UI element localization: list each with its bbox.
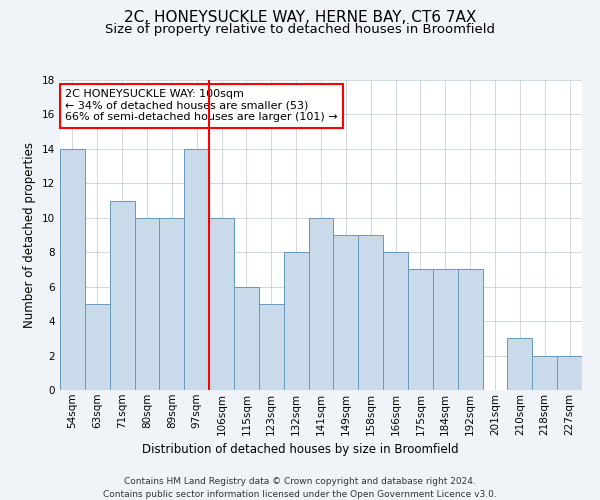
Bar [110, 200, 134, 390]
Bar [234, 286, 259, 390]
Text: Distribution of detached houses by size in Broomfield: Distribution of detached houses by size … [142, 442, 458, 456]
Bar [60, 149, 85, 390]
Text: Size of property relative to detached houses in Broomfield: Size of property relative to detached ho… [105, 22, 495, 36]
Bar [334, 235, 358, 390]
Bar [284, 252, 308, 390]
Text: Contains public sector information licensed under the Open Government Licence v3: Contains public sector information licen… [103, 490, 497, 499]
Bar [557, 356, 582, 390]
Bar [85, 304, 110, 390]
Bar [259, 304, 284, 390]
Text: 2C, HONEYSUCKLE WAY, HERNE BAY, CT6 7AX: 2C, HONEYSUCKLE WAY, HERNE BAY, CT6 7AX [124, 10, 476, 25]
Bar [358, 235, 383, 390]
Bar [508, 338, 532, 390]
Text: Contains HM Land Registry data © Crown copyright and database right 2024.: Contains HM Land Registry data © Crown c… [124, 478, 476, 486]
Bar [383, 252, 408, 390]
Bar [308, 218, 334, 390]
Text: 2C HONEYSUCKLE WAY: 100sqm
← 34% of detached houses are smaller (53)
66% of semi: 2C HONEYSUCKLE WAY: 100sqm ← 34% of deta… [65, 90, 338, 122]
Y-axis label: Number of detached properties: Number of detached properties [23, 142, 37, 328]
Bar [184, 149, 209, 390]
Bar [433, 270, 458, 390]
Bar [532, 356, 557, 390]
Bar [160, 218, 184, 390]
Bar [134, 218, 160, 390]
Bar [209, 218, 234, 390]
Bar [408, 270, 433, 390]
Bar [458, 270, 482, 390]
